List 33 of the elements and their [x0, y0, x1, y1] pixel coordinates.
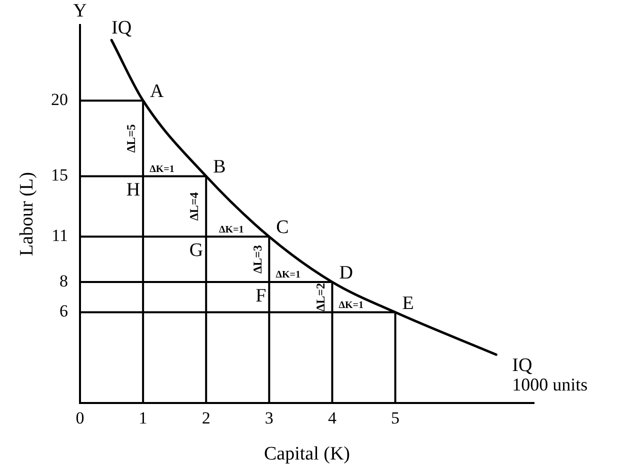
annotation: ΔL=3 — [250, 245, 264, 274]
x-tick-label: 4 — [328, 408, 337, 428]
text: IQ — [512, 355, 532, 376]
x-tick-label: 3 — [264, 408, 274, 428]
x-tick-label: 2 — [202, 408, 210, 428]
annotation: ΔL=5 — [124, 124, 138, 153]
y-tick-label: 8 — [60, 272, 68, 291]
y-tick-label: 20 — [51, 90, 68, 110]
annotation: ΔK=1 — [338, 300, 364, 311]
y-tick-label: 6 — [60, 302, 68, 321]
annotation: C — [276, 217, 289, 238]
x-axis-title: Capital (K) — [264, 444, 350, 465]
y-tick-label: 11 — [52, 226, 68, 246]
text: Y — [73, 0, 88, 22]
x-tick-label: 5 — [391, 408, 400, 428]
annotation: F — [256, 286, 266, 307]
annotation: G — [189, 240, 204, 262]
annotation: D — [339, 262, 353, 284]
y-axis-title: Labour (L) — [16, 172, 38, 256]
annotation: ΔK=1 — [150, 164, 174, 175]
series-label: IQ — [111, 18, 132, 39]
annotation: A — [150, 81, 164, 102]
annotation: ΔL=4 — [187, 192, 202, 221]
annotation: ΔK=1 — [218, 224, 244, 236]
y-tick-label: 15 — [51, 166, 68, 185]
x-tick-label: 1 — [138, 408, 148, 428]
annotation: B — [213, 156, 226, 178]
annotation: E — [402, 292, 414, 314]
annotation: ΔL=2 — [313, 282, 328, 312]
annotation: ΔK=1 — [276, 270, 300, 281]
annotation: 1000 units — [512, 374, 588, 394]
x-tick-label: 0 — [76, 408, 84, 428]
annotation: H — [126, 180, 140, 201]
